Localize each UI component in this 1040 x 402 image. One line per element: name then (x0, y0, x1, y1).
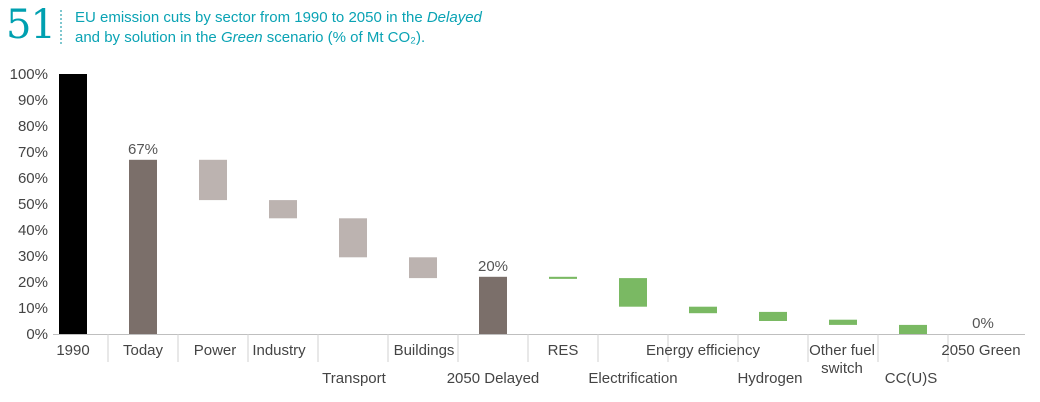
y-tick-label: 60% (18, 170, 48, 187)
x-category-label: Energy efficiency (646, 342, 760, 359)
bar-electrification (619, 278, 647, 307)
subtitle-line1: EU emission cuts by sector from 1990 to … (75, 9, 482, 26)
x-category-label: 2050 Green (941, 342, 1020, 359)
bar-industry (269, 200, 297, 219)
x-category-label: Power (194, 342, 237, 359)
bar-2050-delayed (479, 276, 507, 334)
bar-transport (339, 218, 367, 258)
chart-header: 51 EU emission cuts by sector from 1990 … (0, 0, 1040, 62)
y-tick-label: 40% (18, 222, 48, 239)
y-tick-label: 20% (18, 274, 48, 291)
bar-hydrogen (759, 311, 787, 321)
bar-today (129, 159, 157, 334)
bar-res (549, 276, 577, 279)
bar-1990 (59, 74, 87, 334)
data-label: 67% (128, 141, 158, 158)
x-category-label: Electrification (588, 370, 677, 387)
x-category-label: Transport (322, 370, 386, 387)
y-tick-label: 70% (18, 144, 48, 161)
x-category-label: 2050 Delayed (447, 370, 540, 387)
chart-subtitle: EU emission cuts by sector from 1990 to … (75, 8, 482, 48)
figure-number: 51 (6, 2, 56, 48)
bar-other-fuel-switch (829, 319, 857, 325)
y-tick-label: 80% (18, 118, 48, 135)
data-label: 0% (972, 315, 994, 332)
x-category-label: CC(U)S (885, 370, 938, 387)
y-tick-label: 50% (18, 196, 48, 213)
y-tick-label: 10% (18, 300, 48, 317)
data-label: 20% (478, 258, 508, 275)
x-category-label: 1990 (56, 342, 89, 359)
x-category-label: Hydrogen (737, 370, 802, 387)
bar-energy-efficiency (689, 306, 717, 314)
y-tick-label: 0% (26, 326, 48, 343)
x-category-label: Buildings (394, 342, 455, 359)
x-category-label: Industry (252, 342, 306, 359)
header-divider (60, 10, 62, 44)
bar-cc-u-s (899, 324, 927, 334)
y-tick-label: 90% (18, 92, 48, 109)
x-category-label: RES (548, 342, 579, 359)
y-tick-label: 100% (10, 66, 48, 83)
x-category-label: Today (123, 342, 164, 359)
subtitle-line2: and by solution in the Green scenario (%… (75, 29, 426, 46)
x-category-label: Other fuel switch (809, 342, 875, 377)
bar-buildings (409, 257, 437, 279)
y-tick-label: 30% (18, 248, 48, 265)
bar-power (199, 159, 227, 201)
